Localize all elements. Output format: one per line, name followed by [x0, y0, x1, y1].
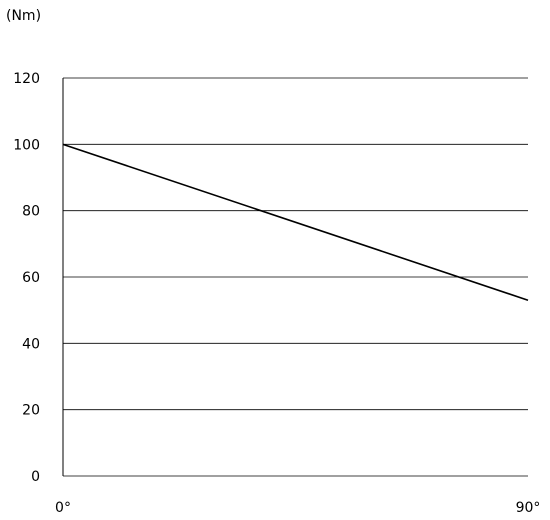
series-line-0	[62, 143, 529, 301]
y-tick-label: 0	[31, 469, 40, 485]
y-tick-labels: 0 20 40 60 80 100 120	[13, 71, 40, 485]
y-tick-label: 20	[22, 403, 40, 419]
series	[62, 143, 529, 301]
y-tick-label: 100	[13, 137, 40, 153]
grid-lines	[63, 77, 528, 477]
y-tick-label: 120	[13, 71, 40, 87]
x-tick-labels: 0° 90°	[55, 500, 540, 516]
x-tick-label: 0°	[55, 500, 71, 516]
y-tick-label: 60	[22, 270, 40, 286]
y-tick-label: 80	[22, 204, 40, 220]
y-tick-label: 40	[22, 336, 40, 352]
y-axis-unit-label: (Nm)	[6, 8, 41, 24]
x-tick-label: 90°	[516, 500, 541, 516]
